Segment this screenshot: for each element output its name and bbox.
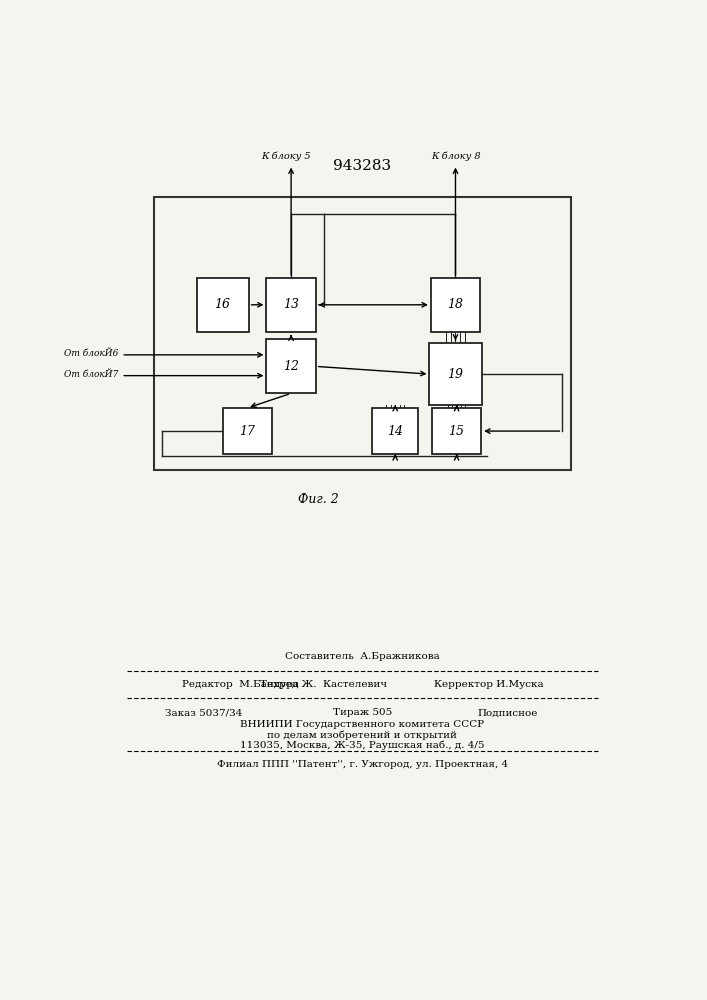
Bar (223, 408, 272, 454)
Text: Подписное: Подписное (477, 708, 538, 717)
Text: 943283: 943283 (333, 159, 392, 173)
Text: 15: 15 (448, 425, 464, 438)
Text: 17: 17 (239, 425, 255, 438)
Text: 16: 16 (215, 298, 230, 311)
Text: Техред Ж.  Кастелевич: Техред Ж. Кастелевич (260, 680, 387, 689)
Bar (431, 278, 480, 332)
Text: К блоку 8: К блоку 8 (431, 151, 480, 161)
Text: Керректор И.Муска: Керректор И.Муска (433, 680, 543, 689)
Text: Составитель  А.Бражникова: Составитель А.Бражникова (285, 652, 440, 661)
Text: Филиал ППП ''Патент'', г. Ужгород, ул. Проектная, 4: Филиал ППП ''Патент'', г. Ужгород, ул. П… (217, 760, 508, 769)
Text: Тираж 505: Тираж 505 (333, 708, 392, 717)
Text: 14: 14 (387, 425, 403, 438)
Text: Редактор  М.Бандура: Редактор М.Бандура (182, 680, 298, 689)
Text: Фиг. 2: Фиг. 2 (298, 493, 339, 506)
Bar (267, 278, 316, 332)
Text: 19: 19 (448, 368, 464, 381)
Bar (429, 343, 481, 405)
Bar (432, 408, 481, 454)
Bar (267, 339, 316, 393)
Text: К блоку 5: К блоку 5 (261, 151, 310, 161)
Text: по делам изобретений и открытий: по делам изобретений и открытий (267, 730, 457, 740)
Bar (154, 197, 571, 470)
Text: 113035, Москва, Ж-35, Раушская наб., д. 4/5: 113035, Москва, Ж-35, Раушская наб., д. … (240, 740, 484, 750)
Text: От блокЙ7: От блокЙ7 (64, 370, 119, 379)
Text: От блокЙ6: От блокЙ6 (64, 349, 119, 358)
Bar (372, 408, 419, 454)
Bar (197, 278, 249, 332)
Text: ВНИИПИ Государственного комитета СССР: ВНИИПИ Государственного комитета СССР (240, 720, 484, 729)
Text: Заказ 5037/34: Заказ 5037/34 (165, 708, 243, 717)
Text: 13: 13 (283, 298, 299, 311)
Text: 12: 12 (283, 360, 299, 373)
Text: 18: 18 (448, 298, 464, 311)
